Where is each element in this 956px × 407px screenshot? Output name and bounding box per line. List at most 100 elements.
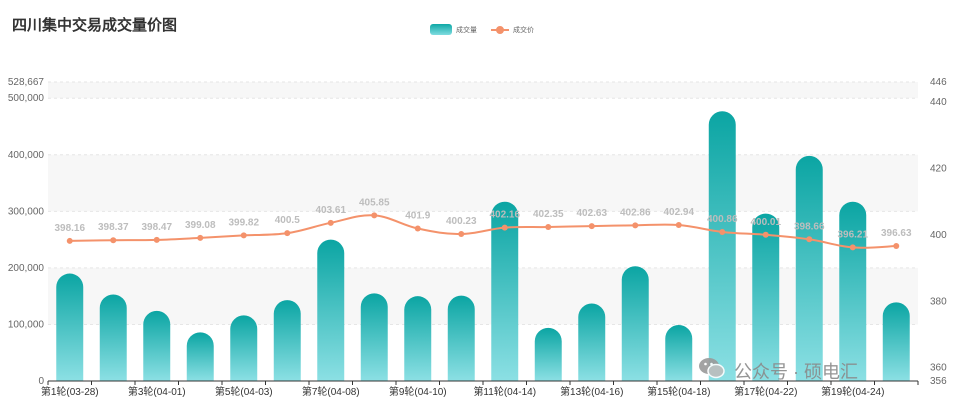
bar [447,295,475,381]
y-left-tick-label: 300,000 [8,206,45,217]
y-right-tick-label: 440 [930,97,947,108]
bar [317,239,345,381]
bar [578,303,606,381]
price-data-label: 398.37 [98,222,129,233]
price-data-label: 402.86 [620,207,651,218]
price-data-label: 402.63 [576,208,607,219]
x-tick-label: 第1轮(03-28) [41,385,99,398]
price-data-label: 405.85 [359,197,390,208]
price-point [66,237,73,244]
chart-legend: 成交量 成交价 [430,24,548,35]
y-right-tick-label: 360 [930,363,947,374]
price-data-label: 400.86 [707,214,738,225]
bar [534,327,562,381]
bar [404,296,432,381]
x-tick-label: 第9轮(04-10) [389,385,447,398]
price-point [153,236,160,243]
price-point [197,234,204,241]
x-tick-label: 第7轮(04-08) [302,385,360,398]
price-data-label: 400.01 [750,217,781,228]
price-data-label: 403.61 [315,205,346,216]
x-tick-label: 第17轮(04-22) [734,385,797,398]
price-point [588,223,595,230]
y-right-tick-label: 380 [930,296,947,307]
price-data-label: 400.23 [446,216,477,227]
price-point [284,230,291,237]
y-left-tick-label: 200,000 [8,263,45,274]
x-tick-label: 第15轮(04-18) [647,385,710,398]
price-point [632,222,639,229]
price-line [69,214,897,249]
price-data-label: 401.9 [405,211,430,222]
x-tick-label: 第3轮(04-01) [128,385,186,398]
y-left-tick-label: 500,000 [8,93,45,104]
legend-line-swatch [491,25,509,35]
grid-band [48,82,918,99]
bar [99,294,127,381]
price-point [327,219,334,226]
price-point [110,237,117,244]
price-point [893,243,900,250]
bar [56,273,84,381]
price-point [501,224,508,231]
watermark: 公众号 · 硕电汇 [698,356,858,385]
legend-item-volume[interactable]: 成交量 [430,24,477,35]
chart-title: 四川集中交易成交量价图 [12,17,178,34]
bar [665,325,693,381]
y-right-tick-label: 446 [930,77,947,88]
price-data-label: 398.16 [54,223,85,234]
price-point [240,232,247,239]
grid-band [48,154,918,212]
watermark-text: 公众号 · 硕电汇 [734,361,858,382]
price-data-label: 399.82 [228,217,259,228]
bar [230,315,258,381]
bar [795,155,823,381]
bar [491,201,519,381]
y-left-tick-label: 0 [38,376,44,387]
x-tick-label: 第13轮(04-16) [560,385,623,398]
grid-band [48,267,918,325]
bar [273,300,301,381]
bar [186,332,214,381]
price-data-label: 399.08 [185,220,216,231]
x-tick-label: 第5轮(04-03) [215,385,273,398]
price-data-label: 402.35 [533,209,564,220]
bar [360,293,388,381]
price-data-label: 396.63 [881,228,912,239]
bar [752,213,780,381]
price-data-label: 398.66 [794,221,825,232]
price-point [762,231,769,238]
bar [882,302,910,381]
price-point [458,231,465,238]
wechat-icon [698,356,726,385]
bar [143,310,171,381]
price-data-label: 402.16 [489,210,520,221]
price-data-label: 400.5 [275,215,300,226]
bar [708,111,736,382]
price-point [806,236,813,243]
price-data-label: 402.94 [663,207,694,218]
price-data-label: 398.47 [141,222,172,233]
legend-label-volume: 成交量 [456,26,477,34]
price-data-label: 396.21 [837,229,868,240]
x-tick-label: 第19轮(04-24) [821,385,884,398]
price-point [371,212,378,219]
price-point [719,228,726,235]
legend-bar-swatch [430,24,452,35]
y-right-tick-label: 356 [930,376,947,387]
legend-label-price: 成交价 [513,26,534,34]
legend-item-price[interactable]: 成交价 [491,25,534,35]
price-point [414,225,421,232]
y-left-tick-label: 400,000 [8,150,45,161]
y-right-tick-label: 420 [930,163,947,174]
y-right-tick-label: 400 [930,230,947,241]
y-left-tick-label: 528,667 [8,77,45,88]
y-left-tick-label: 100,000 [8,319,45,330]
price-point [545,224,552,231]
price-point [849,244,856,251]
price-point [675,222,682,229]
x-tick-label: 第11轮(04-14) [473,385,536,398]
bar [621,266,649,381]
